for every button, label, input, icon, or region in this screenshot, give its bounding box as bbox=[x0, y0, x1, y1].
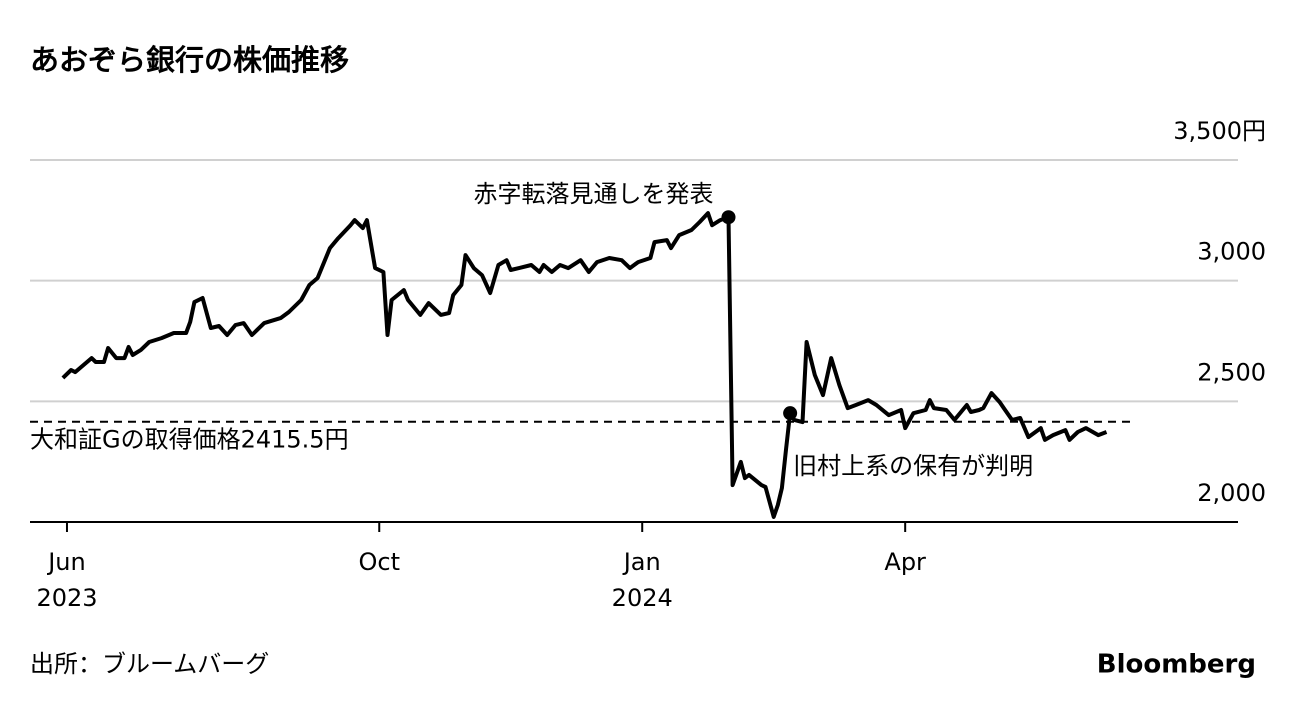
annotation: 赤字転落見通しを発表 bbox=[474, 180, 714, 208]
x-year-label: 2024 bbox=[612, 584, 673, 612]
y-tick-label: 2,500 bbox=[1197, 358, 1266, 386]
price-line bbox=[61, 211, 1108, 519]
y-tick-label: 2,000 bbox=[1197, 479, 1266, 507]
annotation-dot bbox=[783, 406, 798, 421]
y-tick-label: 3,000 bbox=[1197, 238, 1266, 266]
x-tick-label: Jan bbox=[622, 548, 661, 576]
brand: Bloomberg bbox=[1097, 650, 1256, 680]
source: 出所：ブルームバーグ bbox=[30, 650, 269, 678]
x-tick-label: Apr bbox=[884, 548, 926, 576]
x-tick-label: Oct bbox=[359, 548, 401, 576]
annotation-dot bbox=[721, 210, 736, 225]
reference-label: 大和証Gの取得価格2415.5円 bbox=[30, 426, 349, 454]
annotation: 旧村上系の保有が判明 bbox=[793, 452, 1033, 480]
chart-title: あおぞら銀行の株価推移 bbox=[30, 43, 349, 77]
x-year-label: 2023 bbox=[36, 584, 97, 612]
x-tick-label: Jun bbox=[46, 548, 86, 576]
y-tick-label: 3,500円 bbox=[1173, 117, 1266, 145]
